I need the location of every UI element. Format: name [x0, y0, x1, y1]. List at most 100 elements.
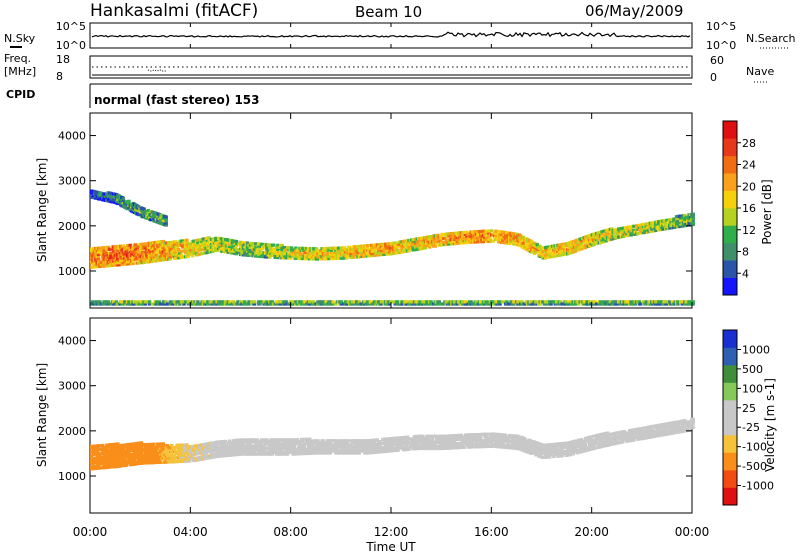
cpid-text: normal (fast stereo) 153	[94, 93, 260, 107]
echo-cell	[192, 251, 196, 256]
echo-cell	[619, 226, 624, 231]
echo-cell	[285, 254, 290, 258]
echo-cell	[644, 222, 648, 226]
echo-cell	[325, 253, 330, 257]
echo-cell	[222, 247, 226, 252]
echo-cell	[152, 249, 156, 253]
echo-cell	[208, 300, 212, 304]
echo-cell	[541, 300, 545, 304]
echo-cell	[377, 245, 381, 249]
echo-cell	[208, 244, 212, 248]
echo-cell	[116, 460, 120, 464]
echo-cell	[404, 443, 408, 447]
echo-cell	[390, 300, 395, 304]
echo-cell	[604, 239, 608, 243]
echo-cell	[135, 247, 139, 251]
echo-cell	[429, 302, 433, 306]
echo-cell	[319, 257, 323, 261]
echo-cell	[439, 436, 443, 440]
echo-cell	[363, 300, 367, 304]
echo-cell	[194, 450, 199, 454]
echo-cell	[204, 452, 208, 456]
echo-cell	[524, 300, 528, 304]
echo-cell	[99, 191, 104, 195]
echo-cell	[149, 243, 153, 247]
echo-cell	[661, 302, 665, 306]
echo-cell	[428, 243, 432, 247]
echo-cell	[367, 439, 371, 443]
echo-cell	[268, 442, 272, 446]
echo-cell	[106, 455, 110, 459]
echo-cell	[491, 300, 495, 304]
echo-cell	[561, 242, 566, 246]
echo-cell	[149, 451, 153, 455]
echo-cell	[272, 243, 276, 247]
echo-cell	[509, 233, 513, 238]
echo-cell	[637, 300, 642, 304]
echo-cell	[200, 252, 204, 256]
echo-cell	[364, 449, 368, 453]
echo-cell	[272, 444, 276, 448]
echo-cell	[189, 451, 193, 455]
echo-cell	[405, 300, 410, 304]
echo-cell	[481, 239, 486, 244]
echo-cell	[241, 442, 246, 446]
echo-cell	[276, 448, 280, 452]
echo-cell	[165, 302, 170, 306]
echo-cell	[686, 219, 690, 223]
echo-cell	[161, 239, 166, 244]
echo-cell	[350, 447, 355, 451]
echo-cell	[679, 220, 683, 224]
echo-cell	[277, 245, 281, 249]
echo-cell	[423, 444, 428, 448]
echo-cell	[397, 438, 401, 442]
echo-cell	[226, 302, 230, 306]
echo-cell	[210, 451, 214, 455]
echo-cell	[292, 438, 297, 442]
echo-cell	[538, 244, 542, 248]
echo-cell	[121, 460, 126, 464]
echo-cell	[94, 192, 98, 196]
echo-cell	[112, 444, 116, 449]
echo-cell	[124, 461, 128, 465]
echo-cell	[520, 300, 524, 304]
echo-cell	[143, 457, 148, 461]
echo-cell	[491, 239, 495, 243]
echo-cell	[226, 441, 230, 445]
echo-cell	[125, 248, 130, 252]
echo-cell	[263, 448, 268, 452]
echo-cell	[255, 440, 259, 444]
echo-cell	[120, 445, 124, 450]
echo-cell	[352, 253, 356, 257]
y-tick-label: 1000	[58, 265, 86, 278]
echo-cell	[188, 300, 192, 304]
echo-cell	[691, 212, 695, 216]
echo-cell	[454, 438, 458, 442]
colorbar-swatch	[723, 190, 737, 209]
echo-cell	[234, 252, 239, 256]
echo-cell	[165, 247, 170, 251]
echo-cell	[138, 453, 142, 457]
echo-cell	[103, 463, 108, 468]
echo-cell	[172, 458, 177, 462]
echo-cell	[552, 246, 556, 250]
echo-cell	[120, 248, 124, 252]
echo-cell	[400, 436, 404, 440]
echo-cell	[441, 302, 446, 306]
echo-cell	[506, 302, 510, 306]
echo-cell	[258, 252, 262, 256]
echo-cell	[276, 243, 280, 247]
echo-cell	[105, 443, 109, 447]
echo-cell	[201, 247, 206, 251]
echo-cell	[530, 300, 534, 304]
echo-cell	[277, 247, 281, 251]
colorbar-swatch	[723, 138, 737, 157]
echo-cell	[291, 250, 295, 254]
echo-cell	[422, 242, 426, 246]
echo-cell	[182, 302, 186, 306]
echo-cell	[174, 449, 178, 454]
echo-cell	[632, 224, 636, 228]
echo-cell	[106, 262, 110, 266]
echo-cell	[290, 442, 294, 446]
echo-cell	[377, 249, 381, 253]
